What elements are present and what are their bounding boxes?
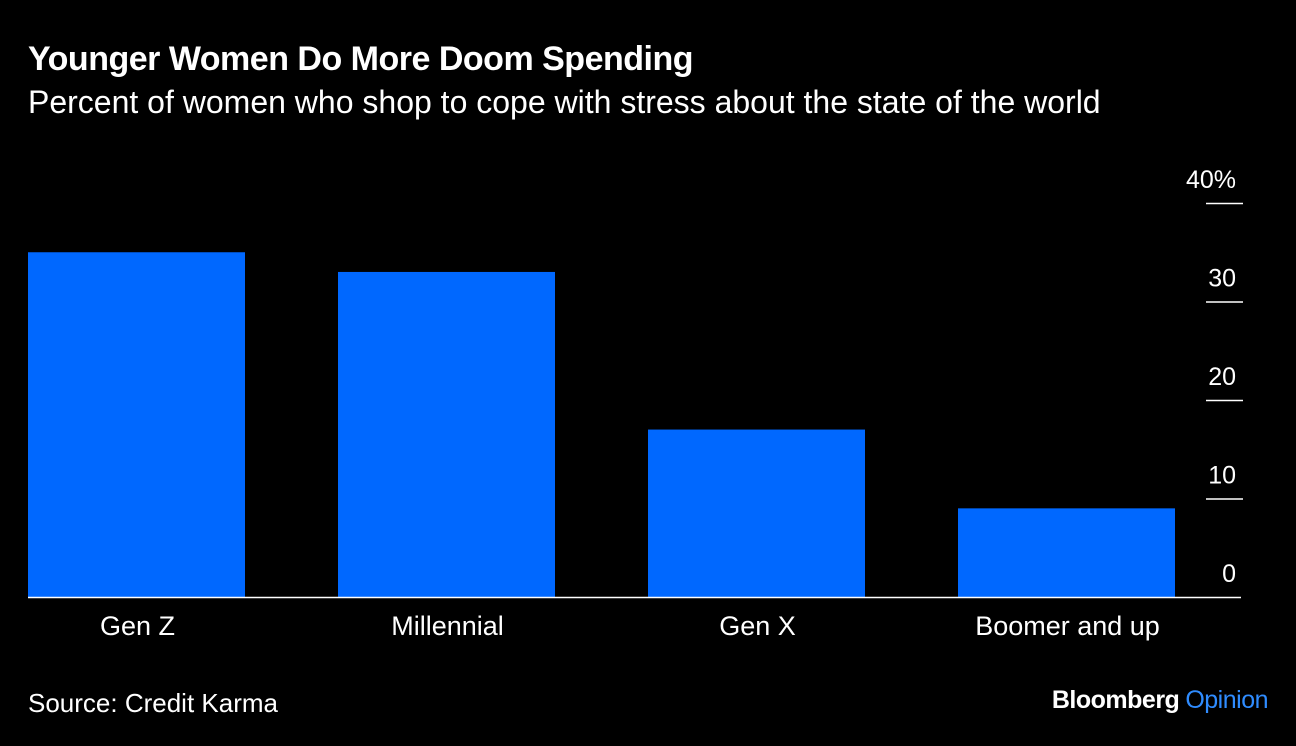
- x-tick-label: Gen Z: [100, 611, 175, 641]
- source-note: Source: Credit Karma: [28, 688, 278, 718]
- bar-boomer-and-up: [958, 508, 1175, 597]
- y-tick-label: 40%: [1186, 166, 1236, 194]
- y-tick-label: 20: [1208, 363, 1236, 391]
- brand-name: Bloomberg: [1051, 686, 1180, 714]
- chart-subtitle: Percent of women who shop to cope with s…: [28, 84, 1101, 120]
- x-tick-label: Millennial: [391, 611, 504, 641]
- y-tick-label: 10: [1208, 462, 1236, 490]
- y-tick-label: 0: [1222, 560, 1236, 588]
- bar-millennial: [338, 271, 555, 597]
- x-tick-label: Gen X: [719, 611, 796, 641]
- bar-gen-z: [28, 252, 245, 597]
- chart-title: Younger Women Do More Doom Spending: [28, 40, 694, 78]
- bar-gen-x: [648, 429, 865, 597]
- brand-logo: Bloomberg Opinion: [1051, 686, 1269, 715]
- y-tick-label: 30: [1208, 265, 1236, 293]
- brand-section: Opinion: [1185, 686, 1268, 714]
- x-tick-label: Boomer and up: [975, 611, 1160, 641]
